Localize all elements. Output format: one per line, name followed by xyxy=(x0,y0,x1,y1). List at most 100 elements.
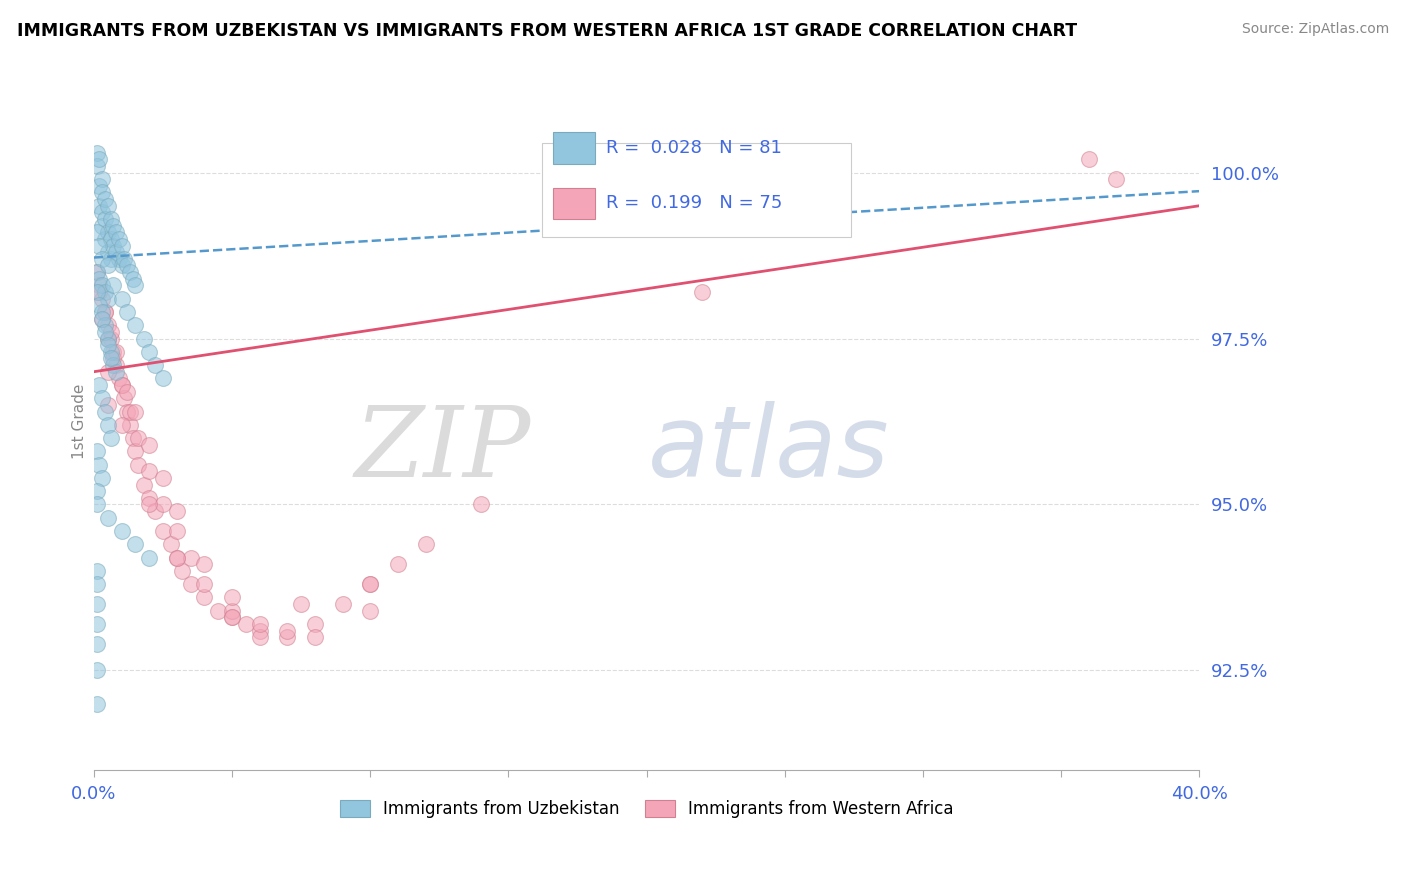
Point xyxy=(94,285,117,299)
Point xyxy=(100,325,122,339)
Point xyxy=(332,597,354,611)
Point xyxy=(166,504,188,518)
Point xyxy=(91,172,114,186)
Point xyxy=(103,238,125,252)
Point xyxy=(138,498,160,512)
Point xyxy=(89,272,111,286)
Point xyxy=(387,558,409,572)
Point xyxy=(89,298,111,312)
Point xyxy=(100,344,122,359)
Point xyxy=(89,378,111,392)
Point xyxy=(124,278,146,293)
Point xyxy=(94,192,117,206)
Point xyxy=(86,597,108,611)
Point xyxy=(86,225,108,239)
Point xyxy=(91,252,114,266)
Point xyxy=(112,391,135,405)
Point xyxy=(249,630,271,644)
Point xyxy=(97,338,120,352)
Point xyxy=(103,358,125,372)
Point xyxy=(86,564,108,578)
Point xyxy=(115,305,138,319)
Point xyxy=(249,617,271,632)
Point xyxy=(193,577,215,591)
Point xyxy=(143,504,166,518)
Point xyxy=(207,604,229,618)
Point xyxy=(221,591,243,605)
Point xyxy=(115,259,138,273)
Point xyxy=(94,232,117,246)
Point xyxy=(97,331,120,345)
Point xyxy=(89,153,111,167)
Point xyxy=(132,477,155,491)
Point xyxy=(97,398,120,412)
Point xyxy=(118,265,141,279)
Point xyxy=(100,331,122,345)
Point xyxy=(249,624,271,638)
Point xyxy=(91,292,114,306)
Point xyxy=(152,498,174,512)
Point xyxy=(359,604,381,618)
Point xyxy=(415,537,437,551)
Point xyxy=(304,630,326,644)
Point xyxy=(121,431,143,445)
FancyBboxPatch shape xyxy=(541,143,851,236)
Point xyxy=(100,351,122,366)
Point xyxy=(124,537,146,551)
Point xyxy=(89,278,111,293)
Point xyxy=(690,285,713,299)
Point xyxy=(97,199,120,213)
Point xyxy=(105,225,128,239)
Point xyxy=(97,292,120,306)
FancyBboxPatch shape xyxy=(553,188,595,219)
Point xyxy=(124,318,146,333)
Text: R =  0.199   N = 75: R = 0.199 N = 75 xyxy=(606,194,782,212)
Point xyxy=(118,404,141,418)
Text: ZIP: ZIP xyxy=(354,401,530,497)
Point xyxy=(110,378,132,392)
Text: atlas: atlas xyxy=(647,401,889,498)
Point xyxy=(107,371,129,385)
Y-axis label: 1st Grade: 1st Grade xyxy=(72,384,87,459)
Point xyxy=(91,205,114,219)
Point xyxy=(143,358,166,372)
Point xyxy=(105,358,128,372)
Point xyxy=(221,610,243,624)
Point xyxy=(86,285,108,299)
Point xyxy=(112,252,135,266)
Point xyxy=(105,344,128,359)
Point xyxy=(138,491,160,505)
Point xyxy=(86,577,108,591)
Point xyxy=(105,245,128,260)
Point xyxy=(138,464,160,478)
Point xyxy=(91,305,114,319)
Point xyxy=(107,232,129,246)
Point xyxy=(97,331,120,345)
Point xyxy=(166,550,188,565)
Point xyxy=(152,524,174,538)
Point xyxy=(1077,153,1099,167)
Point xyxy=(193,558,215,572)
Point xyxy=(94,305,117,319)
FancyBboxPatch shape xyxy=(553,132,595,163)
Text: Source: ZipAtlas.com: Source: ZipAtlas.com xyxy=(1241,22,1389,37)
Point xyxy=(89,238,111,252)
Point xyxy=(110,259,132,273)
Point xyxy=(86,145,108,160)
Point xyxy=(152,471,174,485)
Point xyxy=(100,431,122,445)
Point xyxy=(86,444,108,458)
Point xyxy=(97,318,120,333)
Point xyxy=(94,305,117,319)
Point xyxy=(138,438,160,452)
Point xyxy=(97,225,120,239)
Point xyxy=(110,292,132,306)
Point xyxy=(91,391,114,405)
Point xyxy=(91,186,114,200)
Point xyxy=(91,311,114,326)
Point xyxy=(86,637,108,651)
Point xyxy=(100,232,122,246)
Point xyxy=(97,510,120,524)
Point xyxy=(86,498,108,512)
Point xyxy=(103,344,125,359)
